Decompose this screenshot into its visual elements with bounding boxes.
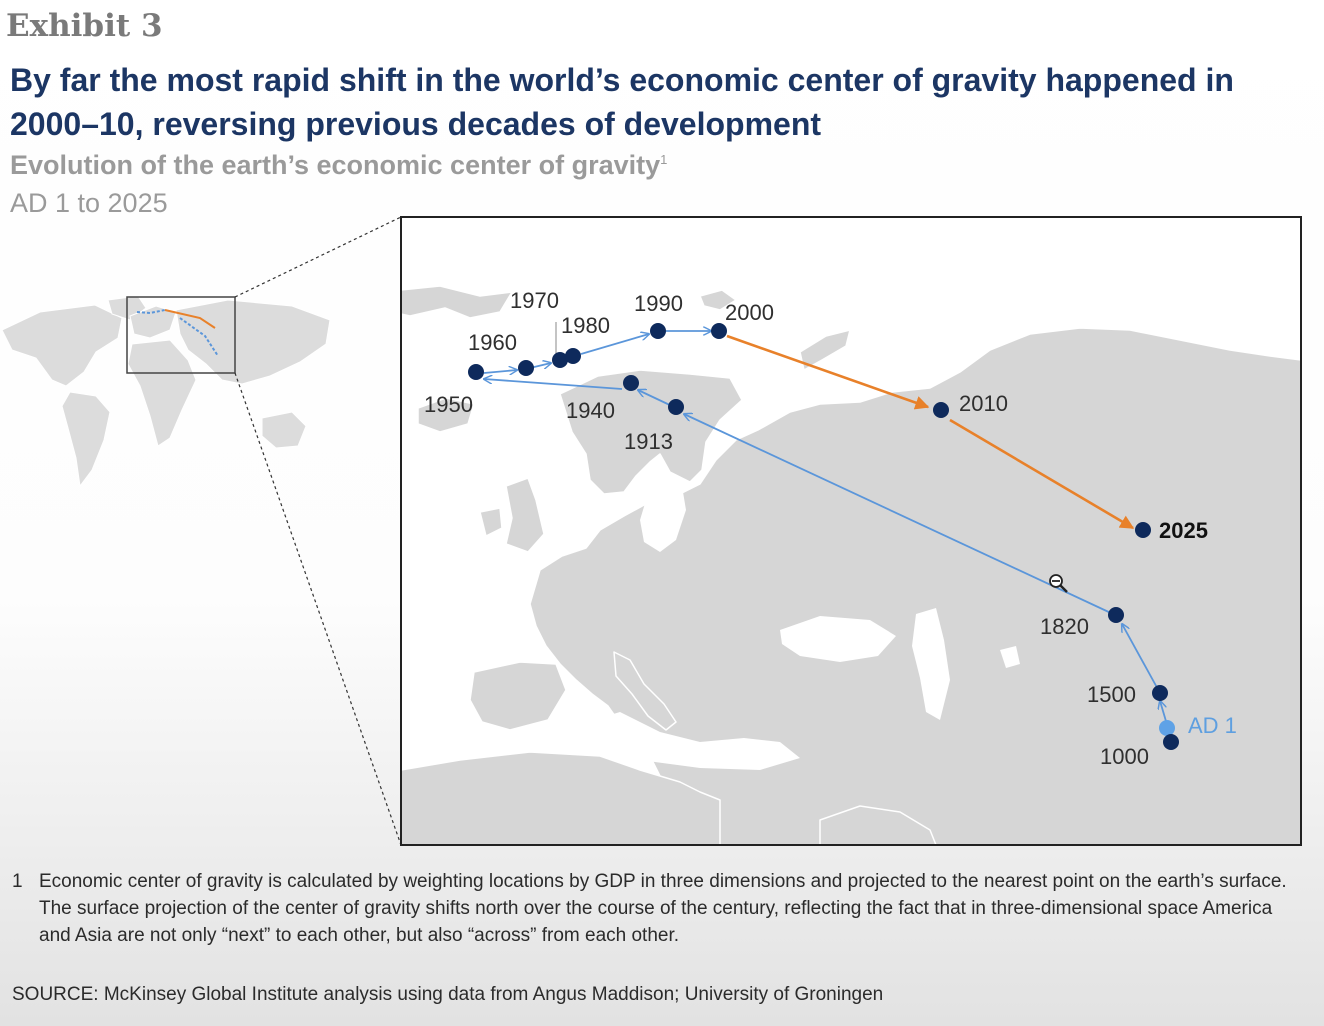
mediterranean-sea [560,712,800,770]
italy-landmass [613,651,677,731]
exhibit-label: Exhibit 3 [6,8,163,44]
label-2025: 2025 [1159,518,1208,543]
chart-subtitle: Evolution of the earth’s economic center… [10,150,667,181]
time-period: AD 1 to 2025 [10,188,168,218]
minimap-north-america [1,304,123,387]
point-1970 [552,352,568,368]
path-1980-1990 [580,334,649,355]
footnote: 1 Economic center of gravity is calculat… [12,868,1302,949]
label-ad1: AD 1 [1188,713,1237,738]
caspian-sea [912,608,950,720]
zoom-out-icon [1049,574,1068,593]
point-2010 [933,402,949,418]
point-1500 [1152,685,1168,701]
black-sea [780,616,896,662]
point-2000 [711,323,727,339]
iberia-landmass [469,661,567,731]
subtitle-text: Evolution of the earth’s economic center… [10,150,661,180]
path-1820-1913 [684,414,1114,615]
aral-sea [1000,646,1020,668]
label-1970: 1970 [510,288,559,313]
scandinavia-landmass [559,369,743,495]
gravity-point-labels: AD 1 1000 1500 1820 1913 1940 1950 1960 … [424,288,1237,769]
minimap-asia [175,299,331,385]
footnote-text: Economic center of gravity is calculated… [39,871,1287,946]
footnote-marker: 1 [660,152,668,167]
minimap-australia [261,411,307,449]
baltic-sea [640,484,686,552]
point-1913 [668,399,684,415]
eurasia-landmass [529,327,1301,845]
path-1950-1960 [483,370,517,373]
page-title: By far the most rapid shift in the world… [10,62,1234,142]
label-1820: 1820 [1040,614,1089,639]
gravity-points [468,323,1179,750]
label-1980: 1980 [561,313,610,338]
minimap-path [136,309,219,357]
point-1820 [1108,607,1124,623]
path-1500-1820 [1122,624,1161,694]
label-2010: 2010 [959,391,1008,416]
point-1950 [468,364,484,380]
point-1940 [623,375,639,391]
zoom-guide-top [234,216,402,298]
minimap-africa [127,339,197,447]
point-1980 [565,348,581,364]
point-1000 [1163,734,1179,750]
path-2000-2010 [726,334,930,410]
label-1960: 1960 [468,330,517,355]
label-1500: 1500 [1087,682,1136,707]
label-1913: 1913 [624,429,673,454]
path-1940-1950 [484,379,623,390]
uk-landmass [505,477,545,553]
minimap-europe [129,305,177,339]
arabia-landmass [819,805,937,845]
label-1990: 1990 [634,291,683,316]
path-2010-2025 [949,418,1135,530]
greenland-landmass [401,285,513,319]
label-1000: 1000 [1100,744,1149,769]
novaya-zemlya-landmass [799,329,851,371]
label-1940: 1940 [566,398,615,423]
minimap-south-america [61,391,111,488]
ireland-landmass [479,507,503,537]
inset-frame [400,216,1302,846]
iceland-landmass [417,397,475,433]
minimap-inset-frame [126,296,236,374]
source-note: SOURCE: McKinsey Global Institute analys… [12,984,884,1005]
north-africa-landmass [401,751,721,845]
point-ad1 [1159,720,1175,736]
point-1990 [650,323,666,339]
gravity-path-arrows [483,331,1172,739]
path-1913-1940 [638,390,675,408]
label-2000: 2000 [725,300,774,325]
footnote-number: 1 [12,871,23,892]
label-1950: 1950 [424,392,473,417]
point-1960 [518,360,534,376]
world-overview-map [1,295,331,488]
svalbard-landmass [699,289,737,311]
europe-asia-inset-map [401,217,1301,845]
point-2025 [1135,522,1151,538]
zoom-guide-bottom [234,372,402,846]
